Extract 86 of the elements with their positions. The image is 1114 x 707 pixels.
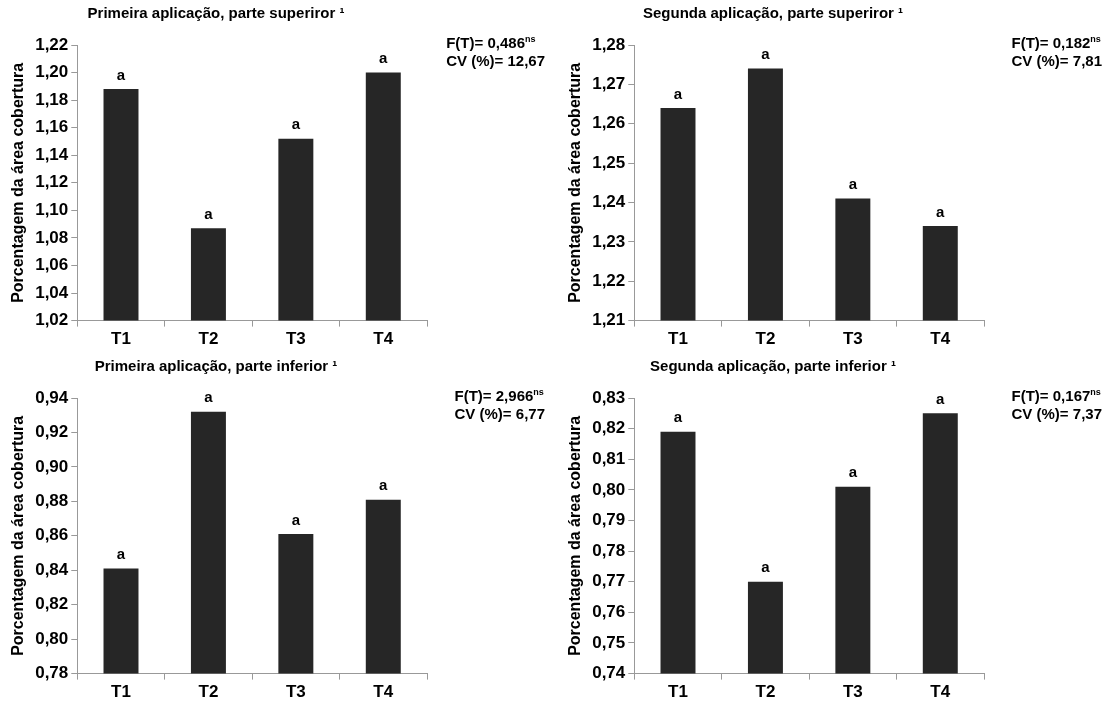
x-tick-label: T4 xyxy=(373,682,394,702)
y-tick-label: 0,82 xyxy=(35,594,69,614)
text: F(T)= 0,486$^{ns}$ xyxy=(446,34,536,51)
chart-title: Segunda aplicação, parte inferior ¹ xyxy=(650,357,896,375)
y-tick-label: 0,86 xyxy=(35,525,69,545)
y-tick-label: 1,28 xyxy=(592,34,626,54)
data-label: a xyxy=(379,49,389,67)
data-label: a xyxy=(673,84,683,102)
chart-title: Segunda aplicação, parte superiror ¹ xyxy=(642,4,904,22)
text: CV (%)= 7,81 xyxy=(1011,52,1102,69)
y-tick-label: 0,83 xyxy=(592,387,626,407)
x-tick-label: T3 xyxy=(842,329,863,349)
y-tick-label: 1,22 xyxy=(35,34,69,54)
x-tick-label: T2 xyxy=(755,329,776,349)
data-label: a xyxy=(761,558,771,576)
y-tick-label: 1,04 xyxy=(35,282,69,302)
y-tick-label: 0,84 xyxy=(35,559,69,579)
x-tick-label: T1 xyxy=(111,329,131,349)
y-tick-label: 0,94 xyxy=(35,387,69,407)
x-tick-label: T3 xyxy=(285,682,306,702)
data-label: a xyxy=(116,545,126,563)
data-label: a xyxy=(204,388,214,406)
chart-title: Primeira aplicação, parte inferior ¹ xyxy=(94,357,338,375)
y-tick-label: 0,77 xyxy=(592,571,626,591)
data-label: a xyxy=(936,389,946,407)
text: F(T)= 0,182$^{ns}$ xyxy=(1011,34,1101,51)
x-tick-label: T4 xyxy=(373,329,394,349)
x-tick-label: T1 xyxy=(111,682,131,702)
text: CV (%)= 12,67 xyxy=(446,52,545,69)
y-tick-label: 1,10 xyxy=(35,200,69,220)
y-axis-title: Porcentagem da área cobertura xyxy=(9,62,27,303)
y-tick-label: 0,90 xyxy=(35,456,69,476)
x-tick-label: T2 xyxy=(198,329,219,349)
x-tick-label: T2 xyxy=(198,682,219,702)
data-label: a xyxy=(848,175,858,193)
y-tick-label: 0,79 xyxy=(592,510,626,530)
y-tick-label: 0,82 xyxy=(592,418,626,438)
y-tick-label: 1,23 xyxy=(592,231,626,251)
y-tick-label: 0,74 xyxy=(592,663,626,683)
y-tick-label: 1,06 xyxy=(35,255,69,275)
y-tick-label: 1,21 xyxy=(592,310,626,330)
data-label: a xyxy=(379,476,389,494)
y-tick-label: 1,25 xyxy=(592,152,626,172)
data-label: a xyxy=(848,463,858,481)
y-tick-label: 1,12 xyxy=(35,172,69,192)
data-label: a xyxy=(761,45,771,63)
y-tick-label: 1,24 xyxy=(592,192,626,212)
y-tick-label: 0,80 xyxy=(592,479,626,499)
y-tick-label: 1,27 xyxy=(592,74,626,94)
x-tick-label: T1 xyxy=(668,329,688,349)
y-tick-label: 0,80 xyxy=(35,628,69,648)
y-tick-label: 1,14 xyxy=(35,144,69,164)
x-tick-label: T3 xyxy=(285,329,306,349)
x-tick-label: T4 xyxy=(930,682,951,702)
data-label: a xyxy=(936,202,946,220)
data-label: a xyxy=(291,115,301,133)
text: CV (%)= 6,77 xyxy=(454,405,545,422)
text: F(T)= 0,167$^{ns}$ xyxy=(1011,387,1101,404)
y-tick-label: 0,88 xyxy=(35,491,69,511)
data-label: a xyxy=(673,408,683,426)
text: F(T)= 2,966$^{ns}$ xyxy=(454,387,544,404)
y-tick-label: 1,18 xyxy=(35,89,69,109)
data-label: a xyxy=(204,204,214,222)
y-tick-label: 1,08 xyxy=(35,227,69,247)
x-tick-label: T3 xyxy=(842,682,863,702)
y-tick-label: 0,78 xyxy=(35,663,69,683)
data-label: a xyxy=(116,65,126,83)
y-axis-title: Porcentagem da área cobertura xyxy=(9,415,27,656)
y-tick-label: 1,22 xyxy=(592,270,626,290)
x-tick-label: T1 xyxy=(668,682,688,702)
y-tick-label: 1,16 xyxy=(35,117,69,137)
x-tick-label: T2 xyxy=(755,682,776,702)
y-tick-label: 1,02 xyxy=(35,310,69,330)
y-tick-label: 0,92 xyxy=(35,422,69,442)
y-tick-label: 1,20 xyxy=(35,62,69,82)
chart-title: Primeira aplicação, parte superiror ¹ xyxy=(87,4,345,22)
y-tick-label: 0,78 xyxy=(592,540,626,560)
x-tick-label: T4 xyxy=(930,329,951,349)
y-tick-label: 0,76 xyxy=(592,602,626,622)
y-axis-title: Porcentagem da área cobertura xyxy=(566,62,584,303)
data-label: a xyxy=(291,510,301,528)
y-tick-label: 0,81 xyxy=(592,448,626,468)
text: CV (%)= 7,37 xyxy=(1011,405,1102,422)
y-tick-label: 0,75 xyxy=(592,632,626,652)
y-axis-title: Porcentagem da área cobertura xyxy=(566,415,584,656)
y-tick-label: 1,26 xyxy=(592,113,626,133)
